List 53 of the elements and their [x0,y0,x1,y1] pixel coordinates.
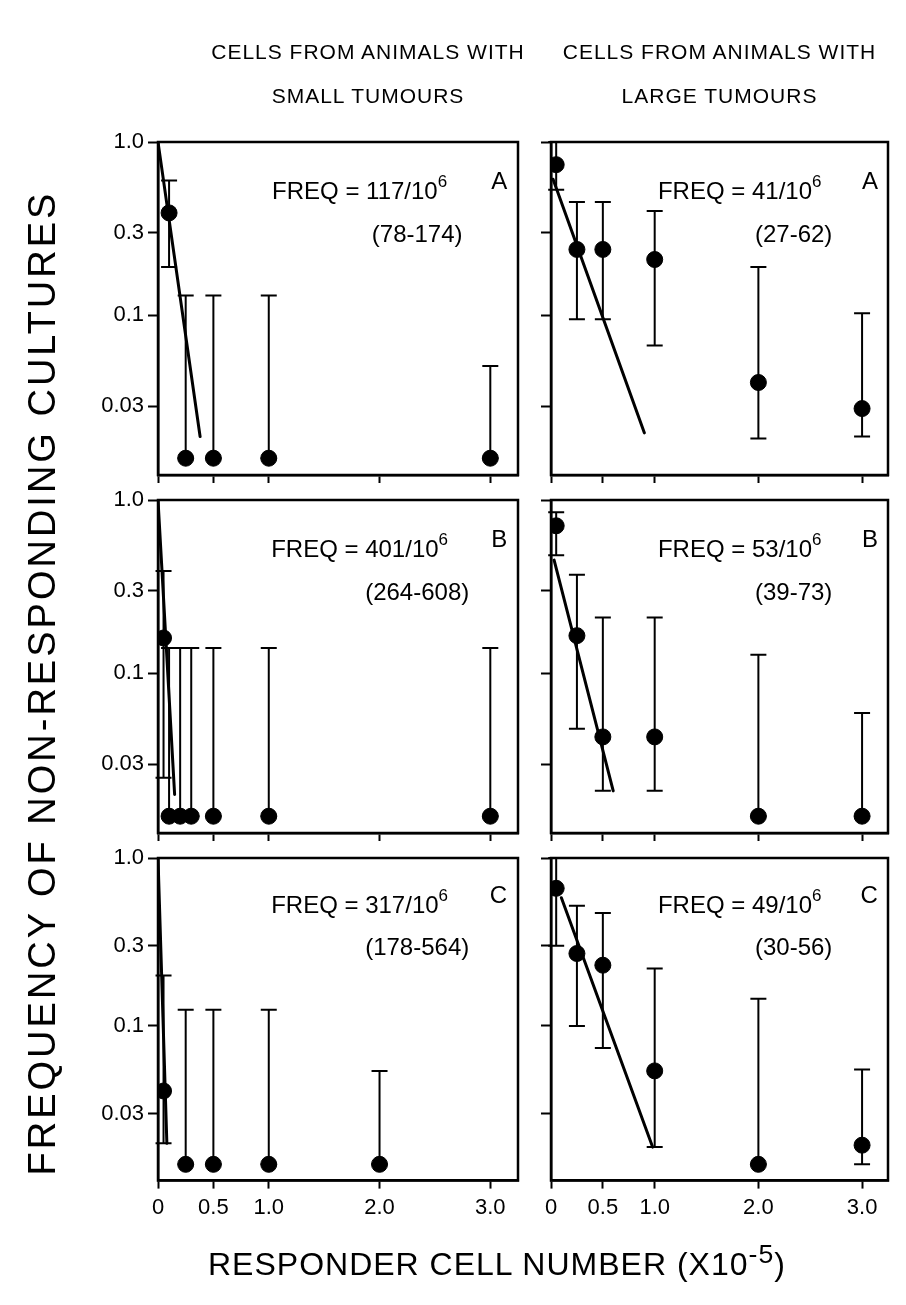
point [646,728,664,746]
point [853,400,871,418]
x-tick-label: 2.0 [743,1193,774,1219]
y-tick-label: 0.1 [113,301,144,327]
point [568,627,586,645]
point [594,240,612,258]
y-tick-label: 0.3 [113,218,144,244]
point [749,1155,767,1173]
annotation: B [861,524,878,552]
x-tick-label: 2.0 [364,1193,395,1219]
x-tick-label: 0.5 [587,1193,619,1219]
y-tick-label: 1.0 [113,128,144,154]
x-tick-label: 3.0 [475,1193,506,1219]
annotation: (27-62) [754,219,833,247]
point [749,373,767,391]
annotation: C [860,881,878,909]
x-tick-label: 0.5 [198,1193,229,1219]
annotation: A [491,166,508,194]
annotation: (264-608) [365,577,470,605]
point [853,807,871,825]
x-tick-label: 1.0 [253,1193,285,1219]
x-tick-label: 0 [544,1193,558,1219]
y-tick-label: 0.1 [113,659,144,685]
annotation: (178-564) [365,932,470,960]
point [594,956,612,974]
point [568,945,586,962]
y-tick-label: 0.03 [101,750,144,776]
annotation: B [491,524,508,552]
point [568,240,586,258]
annotation: (39-73) [754,577,833,605]
y-tick-label: 0.03 [101,392,144,418]
annotation: A [861,166,878,194]
point [749,807,767,825]
y-tick-label: 1.0 [113,486,144,512]
x-tick-label: 3.0 [846,1193,878,1219]
y-tick-label: 0.3 [113,931,144,957]
x-tick-label: 1.0 [639,1193,670,1219]
point [646,1062,664,1080]
annotation: (78-174) [371,219,463,247]
y-axis-title: FREQUENCY OF NON-RESPONDING CULTURES [20,190,64,1176]
y-tick-label: 0.3 [113,576,144,602]
x-axis-title: RESPONDER CELL NUMBER (X10$^{-5}$) [208,1239,786,1283]
annotation: (30-56) [754,932,833,960]
chart-title: CELLS FROM ANIMALS WITH SMALL TUMOURS [210,39,526,109]
annotation: C [489,881,508,909]
point [646,251,664,268]
chart-title: CELLS FROM ANIMALS WITH LARGE TUMOURS [561,39,878,109]
x-tick-label: 0 [151,1193,165,1219]
y-tick-label: 0.03 [101,1099,144,1125]
point [853,1136,871,1154]
point [594,728,612,746]
y-tick-label: 1.0 [113,844,144,870]
y-tick-label: 0.1 [113,1012,144,1038]
